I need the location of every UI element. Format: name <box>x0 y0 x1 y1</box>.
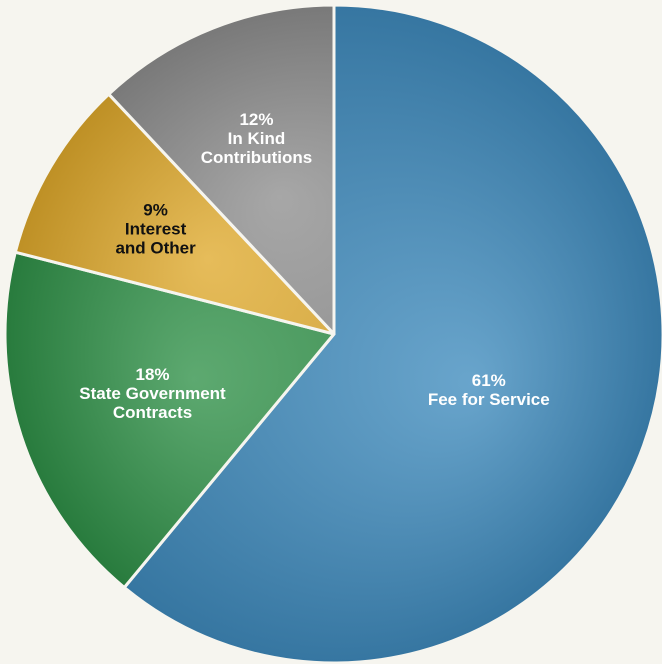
slice-category-label: Fee for Service <box>428 390 550 409</box>
slice-percent-label: 12% <box>239 110 273 129</box>
pie-slice-3 <box>107 3 336 336</box>
slice-category-label: and Other <box>115 238 196 257</box>
slice-label-0: 61% Fee for Service <box>428 371 550 409</box>
pie-slice-0 <box>122 3 662 664</box>
slice-percent-label: 18% <box>136 365 170 384</box>
slice-category-label: State Government <box>79 384 226 403</box>
slice-label-3: 12% In Kind Contributions <box>201 110 312 167</box>
pie-slice-2 <box>13 92 336 336</box>
slice-label-2: 9% Interest and Other <box>115 200 196 257</box>
slice-category-label: Contributions <box>201 148 312 167</box>
slice-category-label: In Kind <box>228 129 286 148</box>
slice-category-label: Contracts <box>113 403 192 422</box>
slice-category-label: Interest <box>125 219 187 238</box>
slice-label-1: 18% State Government Contracts <box>79 365 226 422</box>
slice-percent-label: 61% <box>472 371 506 390</box>
slice-percent-label: 9% <box>143 200 168 219</box>
pie-slices <box>3 3 662 664</box>
pie-slice-1 <box>3 250 336 589</box>
